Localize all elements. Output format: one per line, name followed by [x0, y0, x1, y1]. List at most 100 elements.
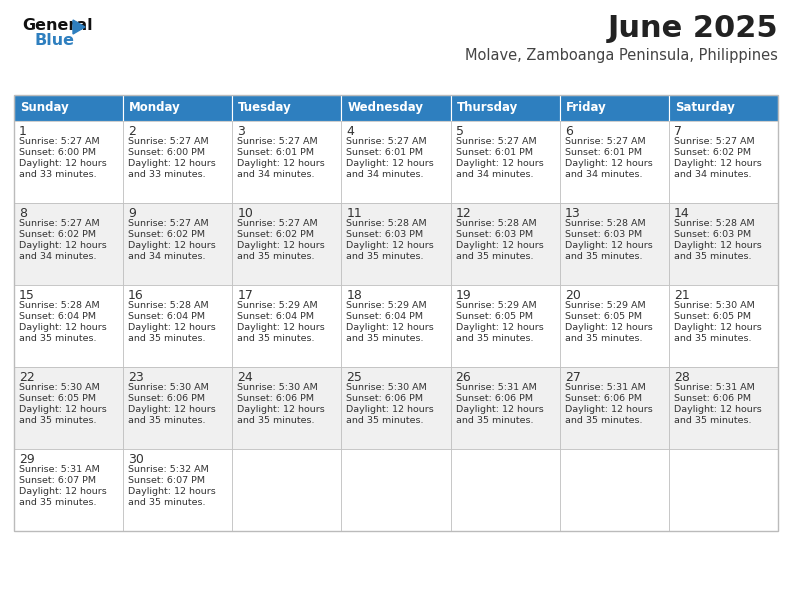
- Bar: [14, 285, 123, 367]
- Bar: [451, 367, 560, 449]
- Text: Daylight: 12 hours: Daylight: 12 hours: [455, 323, 543, 332]
- Text: Sunset: 6:05 PM: Sunset: 6:05 PM: [455, 312, 532, 321]
- Text: Sunrise: 5:30 AM: Sunrise: 5:30 AM: [19, 383, 100, 392]
- Polygon shape: [73, 20, 85, 34]
- Bar: [669, 121, 778, 203]
- Text: 3: 3: [238, 125, 246, 138]
- Text: 25: 25: [346, 371, 362, 384]
- Text: 13: 13: [565, 207, 581, 220]
- Text: Daylight: 12 hours: Daylight: 12 hours: [238, 405, 325, 414]
- Text: Daylight: 12 hours: Daylight: 12 hours: [128, 241, 216, 250]
- Text: 9: 9: [128, 207, 136, 220]
- Text: Daylight: 12 hours: Daylight: 12 hours: [19, 159, 107, 168]
- Text: Daylight: 12 hours: Daylight: 12 hours: [346, 159, 434, 168]
- Text: Daylight: 12 hours: Daylight: 12 hours: [128, 159, 216, 168]
- Text: and 34 minutes.: and 34 minutes.: [565, 170, 642, 179]
- Bar: [14, 95, 778, 531]
- Text: and 35 minutes.: and 35 minutes.: [128, 498, 206, 507]
- Text: Sunset: 6:06 PM: Sunset: 6:06 PM: [346, 394, 424, 403]
- Text: Sunrise: 5:29 AM: Sunrise: 5:29 AM: [346, 301, 427, 310]
- Bar: [14, 95, 123, 121]
- Text: Sunrise: 5:27 AM: Sunrise: 5:27 AM: [238, 219, 318, 228]
- Text: Sunset: 6:03 PM: Sunset: 6:03 PM: [346, 230, 424, 239]
- Text: Daylight: 12 hours: Daylight: 12 hours: [674, 323, 762, 332]
- Text: 27: 27: [565, 371, 581, 384]
- Text: Sunset: 6:03 PM: Sunset: 6:03 PM: [565, 230, 642, 239]
- Bar: [232, 203, 341, 285]
- Bar: [341, 367, 451, 449]
- Text: Sunset: 6:07 PM: Sunset: 6:07 PM: [128, 476, 205, 485]
- Text: 17: 17: [238, 289, 253, 302]
- Text: 7: 7: [674, 125, 682, 138]
- Text: Sunset: 6:02 PM: Sunset: 6:02 PM: [128, 230, 205, 239]
- Text: Daylight: 12 hours: Daylight: 12 hours: [19, 405, 107, 414]
- Text: and 34 minutes.: and 34 minutes.: [674, 170, 752, 179]
- Text: Daylight: 12 hours: Daylight: 12 hours: [238, 159, 325, 168]
- Text: 28: 28: [674, 371, 690, 384]
- Text: Sunset: 6:01 PM: Sunset: 6:01 PM: [346, 148, 424, 157]
- Text: 15: 15: [19, 289, 35, 302]
- Text: Sunrise: 5:27 AM: Sunrise: 5:27 AM: [19, 219, 100, 228]
- Text: and 34 minutes.: and 34 minutes.: [238, 170, 314, 179]
- Text: Daylight: 12 hours: Daylight: 12 hours: [674, 405, 762, 414]
- Bar: [341, 121, 451, 203]
- Text: Sunset: 6:04 PM: Sunset: 6:04 PM: [128, 312, 205, 321]
- Text: and 35 minutes.: and 35 minutes.: [674, 334, 752, 343]
- Text: and 35 minutes.: and 35 minutes.: [19, 416, 97, 425]
- Text: Sunrise: 5:32 AM: Sunrise: 5:32 AM: [128, 465, 209, 474]
- Text: Sunrise: 5:29 AM: Sunrise: 5:29 AM: [455, 301, 536, 310]
- Text: Saturday: Saturday: [675, 102, 735, 114]
- Text: Sunrise: 5:28 AM: Sunrise: 5:28 AM: [455, 219, 536, 228]
- Bar: [14, 203, 123, 285]
- Text: Daylight: 12 hours: Daylight: 12 hours: [346, 323, 434, 332]
- Bar: [451, 203, 560, 285]
- Text: Daylight: 12 hours: Daylight: 12 hours: [19, 487, 107, 496]
- Text: Daylight: 12 hours: Daylight: 12 hours: [674, 159, 762, 168]
- Text: Sunset: 6:05 PM: Sunset: 6:05 PM: [674, 312, 751, 321]
- Text: Daylight: 12 hours: Daylight: 12 hours: [238, 241, 325, 250]
- Text: and 35 minutes.: and 35 minutes.: [238, 416, 314, 425]
- Text: Sunset: 6:06 PM: Sunset: 6:06 PM: [455, 394, 532, 403]
- Text: and 35 minutes.: and 35 minutes.: [674, 416, 752, 425]
- Text: Sunset: 6:06 PM: Sunset: 6:06 PM: [128, 394, 205, 403]
- Text: Daylight: 12 hours: Daylight: 12 hours: [128, 323, 216, 332]
- Text: 16: 16: [128, 289, 144, 302]
- Text: Sunrise: 5:31 AM: Sunrise: 5:31 AM: [19, 465, 100, 474]
- Text: 20: 20: [565, 289, 581, 302]
- Bar: [560, 285, 669, 367]
- Text: Sunrise: 5:30 AM: Sunrise: 5:30 AM: [128, 383, 209, 392]
- Text: and 34 minutes.: and 34 minutes.: [455, 170, 533, 179]
- Text: and 35 minutes.: and 35 minutes.: [238, 334, 314, 343]
- Text: Sunset: 6:03 PM: Sunset: 6:03 PM: [674, 230, 751, 239]
- Bar: [451, 121, 560, 203]
- Text: Sunrise: 5:27 AM: Sunrise: 5:27 AM: [455, 137, 536, 146]
- Text: 5: 5: [455, 125, 463, 138]
- Text: and 35 minutes.: and 35 minutes.: [565, 416, 642, 425]
- Text: 21: 21: [674, 289, 690, 302]
- Bar: [451, 95, 560, 121]
- Text: and 33 minutes.: and 33 minutes.: [19, 170, 97, 179]
- Bar: [123, 367, 232, 449]
- Text: Sunrise: 5:31 AM: Sunrise: 5:31 AM: [674, 383, 755, 392]
- Text: Sunrise: 5:27 AM: Sunrise: 5:27 AM: [128, 137, 209, 146]
- Text: Sunset: 6:07 PM: Sunset: 6:07 PM: [19, 476, 96, 485]
- Text: Sunrise: 5:30 AM: Sunrise: 5:30 AM: [238, 383, 318, 392]
- Text: Sunrise: 5:28 AM: Sunrise: 5:28 AM: [565, 219, 645, 228]
- Text: Daylight: 12 hours: Daylight: 12 hours: [455, 159, 543, 168]
- Bar: [669, 449, 778, 531]
- Text: Sunset: 6:06 PM: Sunset: 6:06 PM: [674, 394, 751, 403]
- Bar: [451, 449, 560, 531]
- Text: 23: 23: [128, 371, 144, 384]
- Text: Sunrise: 5:31 AM: Sunrise: 5:31 AM: [455, 383, 536, 392]
- Bar: [341, 95, 451, 121]
- Bar: [451, 285, 560, 367]
- Bar: [341, 203, 451, 285]
- Text: Daylight: 12 hours: Daylight: 12 hours: [128, 487, 216, 496]
- Text: 10: 10: [238, 207, 253, 220]
- Text: Sunset: 6:01 PM: Sunset: 6:01 PM: [238, 148, 314, 157]
- Bar: [669, 95, 778, 121]
- Text: Sunrise: 5:28 AM: Sunrise: 5:28 AM: [346, 219, 427, 228]
- Text: Sunset: 6:06 PM: Sunset: 6:06 PM: [238, 394, 314, 403]
- Text: Daylight: 12 hours: Daylight: 12 hours: [19, 323, 107, 332]
- Text: 14: 14: [674, 207, 690, 220]
